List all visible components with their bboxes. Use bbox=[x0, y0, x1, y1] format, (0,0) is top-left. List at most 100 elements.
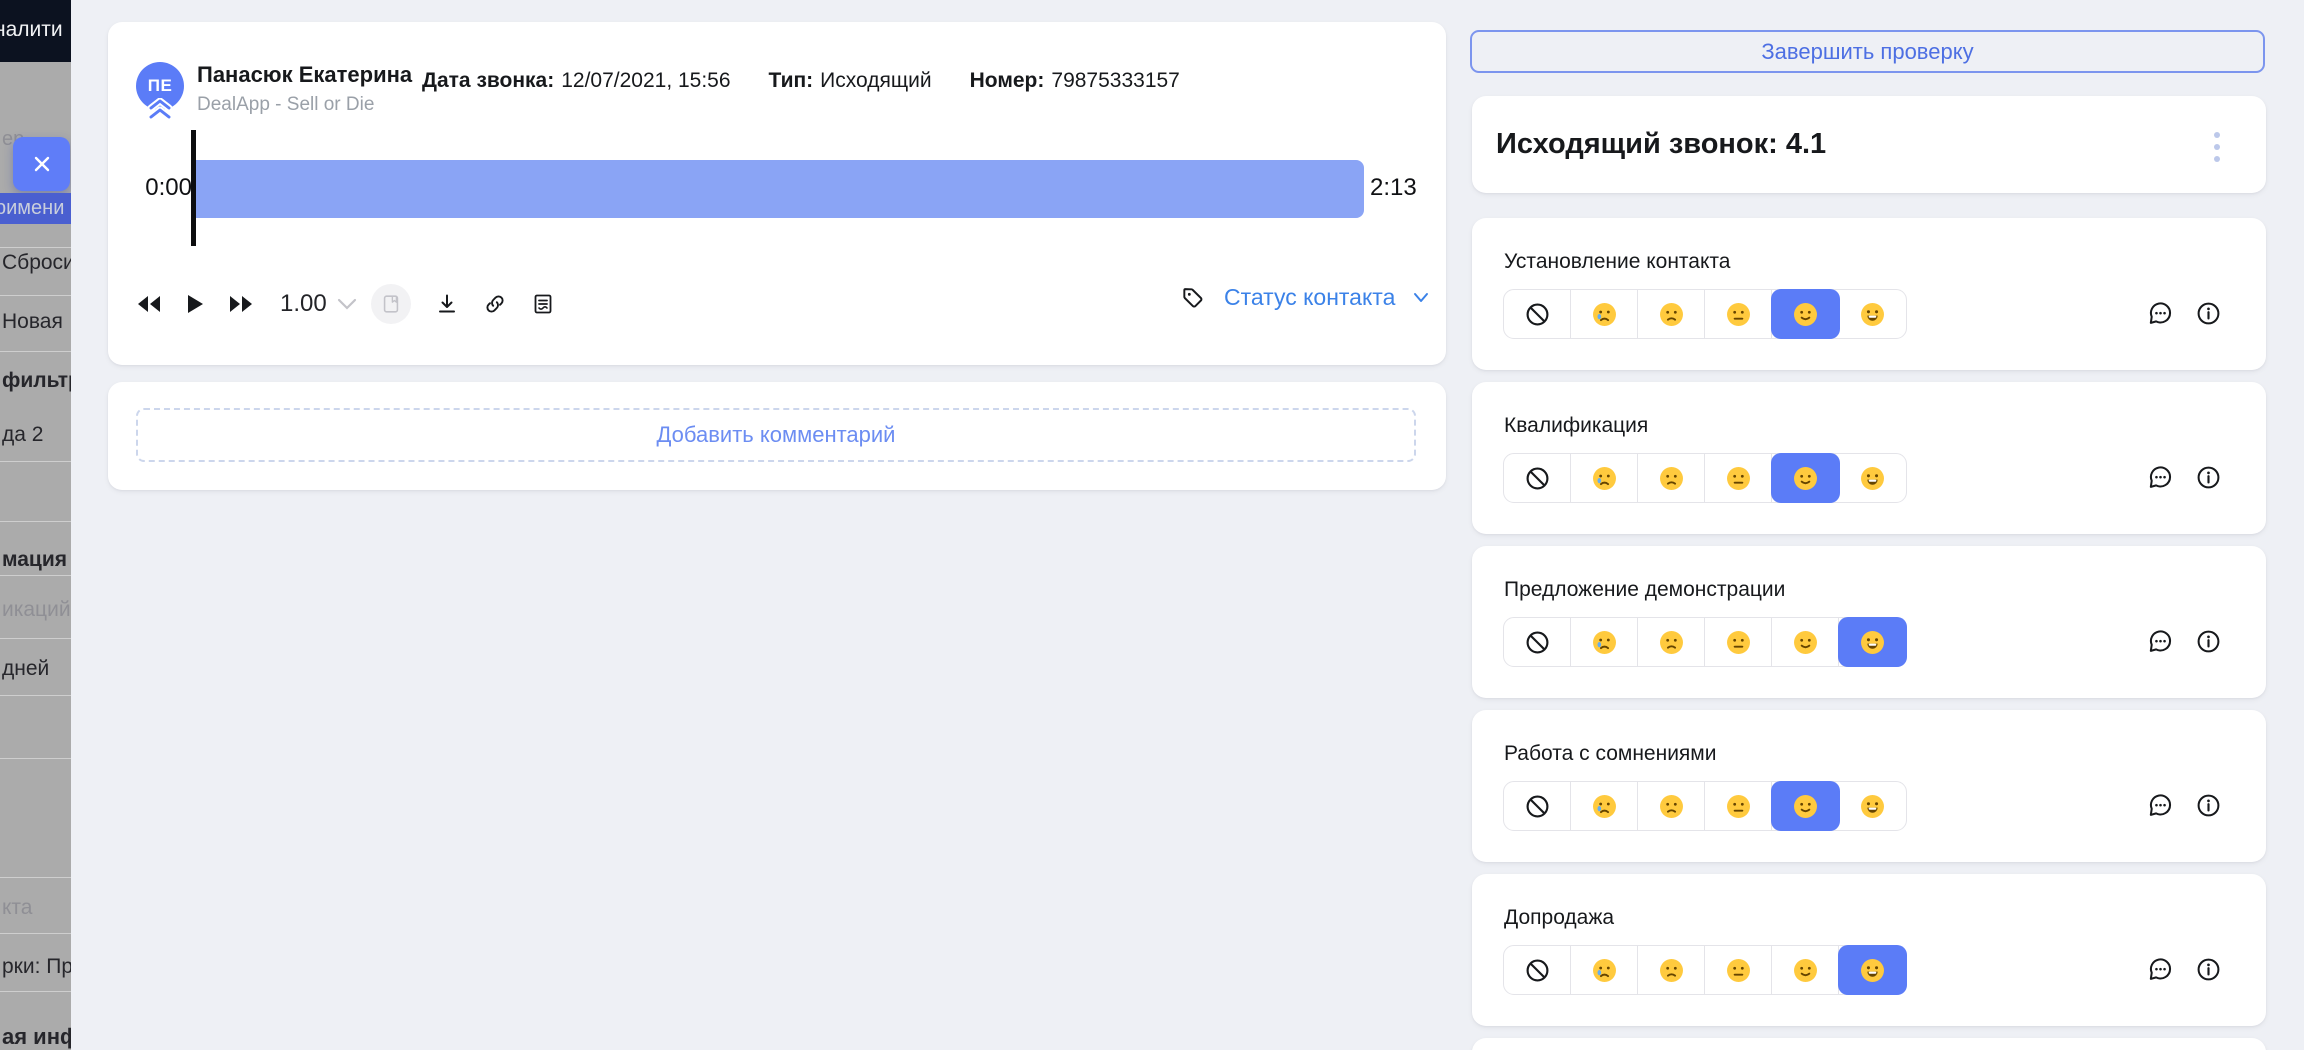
close-button[interactable] bbox=[13, 137, 70, 191]
sidebar-fragment: икаций bbox=[2, 598, 71, 621]
rating-option-3[interactable] bbox=[1705, 618, 1772, 666]
rating-option-skip[interactable] bbox=[1504, 290, 1571, 338]
comment-button[interactable] bbox=[2147, 628, 2174, 655]
rating-option-2[interactable] bbox=[1638, 290, 1705, 338]
rating-option-4[interactable] bbox=[1772, 618, 1839, 666]
play-button[interactable] bbox=[186, 294, 204, 314]
double-chevron-up-icon bbox=[147, 98, 173, 120]
copy-link-button[interactable] bbox=[483, 292, 507, 316]
rating-option-1[interactable] bbox=[1571, 618, 1638, 666]
rating-option-3[interactable] bbox=[1705, 290, 1772, 338]
frowning-face-icon bbox=[1659, 794, 1683, 818]
add-comment-button[interactable]: Добавить комментарий bbox=[136, 408, 1416, 462]
comment-bubble-icon bbox=[2149, 794, 2172, 816]
rating-option-skip[interactable] bbox=[1504, 782, 1571, 830]
avatar-initials: ПЕ bbox=[147, 76, 173, 95]
slightly-smiling-face-icon bbox=[1793, 958, 1817, 982]
download-icon bbox=[438, 294, 455, 313]
rating-option-2[interactable] bbox=[1638, 782, 1705, 830]
rating-option-3[interactable] bbox=[1705, 782, 1772, 830]
slightly-smiling-face-icon bbox=[1793, 794, 1817, 818]
criterion-title: Допродажа bbox=[1504, 906, 1615, 929]
criterion-actions bbox=[2147, 956, 2222, 983]
dot bbox=[2214, 144, 2220, 150]
prohibition-icon bbox=[1526, 795, 1548, 817]
rating-scale bbox=[1503, 289, 1907, 339]
info-button[interactable] bbox=[2195, 628, 2222, 655]
criterion-card: Установление контакта bbox=[1472, 218, 2266, 370]
comment-button[interactable] bbox=[2147, 300, 2174, 327]
neutral-face-icon bbox=[1726, 466, 1750, 490]
criterion-actions bbox=[2147, 464, 2222, 491]
finish-review-button[interactable]: Завершить проверку bbox=[1470, 30, 2265, 73]
contact-status-dropdown[interactable]: Статус контакта bbox=[1180, 284, 1429, 311]
bookmark-button[interactable] bbox=[370, 284, 411, 324]
sidebar-section-information: мация bbox=[2, 548, 68, 571]
prohibition-icon bbox=[1526, 467, 1548, 489]
rating-option-1[interactable] bbox=[1571, 454, 1638, 502]
rating-option-5[interactable] bbox=[1839, 946, 1906, 994]
rating-option-1[interactable] bbox=[1571, 782, 1638, 830]
contact-status-label: Статус контакта bbox=[1224, 284, 1396, 310]
apply-button[interactable]: римени bbox=[0, 193, 71, 224]
rating-option-1[interactable] bbox=[1571, 946, 1638, 994]
rating-option-4[interactable] bbox=[1772, 290, 1839, 338]
rating-option-4[interactable] bbox=[1772, 454, 1839, 502]
playback-speed-value[interactable]: 1.00 bbox=[280, 290, 327, 317]
rating-option-5[interactable] bbox=[1839, 618, 1906, 666]
player-controls: 1.00 bbox=[136, 282, 555, 326]
more-options-button[interactable] bbox=[2210, 128, 2224, 166]
comment-button[interactable] bbox=[2147, 792, 2174, 819]
rating-option-skip[interactable] bbox=[1504, 454, 1571, 502]
rating-option-5[interactable] bbox=[1839, 454, 1906, 502]
sidebar-fragment: дней bbox=[2, 657, 50, 680]
neutral-face-icon bbox=[1726, 630, 1750, 654]
rating-option-skip[interactable] bbox=[1504, 946, 1571, 994]
comment-button[interactable] bbox=[2147, 956, 2174, 983]
crying-face-icon bbox=[1592, 630, 1616, 654]
info-button[interactable] bbox=[2195, 956, 2222, 983]
call-player-card: ПЕ Панасюк Екатерина DealApp - Sell or D… bbox=[108, 22, 1446, 365]
info-button[interactable] bbox=[2195, 300, 2222, 327]
sidebar-header-fragment: налити bbox=[0, 18, 63, 41]
transcript-button[interactable] bbox=[531, 292, 555, 316]
rating-option-4[interactable] bbox=[1772, 946, 1839, 994]
rating-option-5[interactable] bbox=[1839, 782, 1906, 830]
sidebar-item-new[interactable]: Новая bbox=[2, 310, 63, 333]
criteria-list: Установление контакта bbox=[1472, 218, 2266, 1038]
info-button[interactable] bbox=[2195, 792, 2222, 819]
rating-option-4[interactable] bbox=[1772, 782, 1839, 830]
criterion-card: Предложение демонстрации bbox=[1472, 546, 2266, 698]
rating-option-2[interactable] bbox=[1638, 454, 1705, 502]
rating-option-2[interactable] bbox=[1638, 946, 1705, 994]
call-type: Тип: Исходящий bbox=[768, 69, 932, 92]
sidebar-dark-header: налити bbox=[0, 0, 71, 62]
rating-option-3[interactable] bbox=[1705, 946, 1772, 994]
comment-button[interactable] bbox=[2147, 464, 2174, 491]
rating-option-1[interactable] bbox=[1571, 290, 1638, 338]
waveform-seekbar[interactable] bbox=[196, 160, 1364, 218]
sidebar-item-reset[interactable]: Сбросит bbox=[2, 251, 71, 274]
sidebar-section-filter: фильтр bbox=[2, 369, 71, 392]
rating-scale bbox=[1503, 945, 1907, 995]
rewind-button[interactable] bbox=[136, 294, 162, 314]
info-icon bbox=[2197, 302, 2220, 325]
criterion-actions bbox=[2147, 792, 2222, 819]
rating-option-2[interactable] bbox=[1638, 618, 1705, 666]
rating-option-3[interactable] bbox=[1705, 454, 1772, 502]
info-button[interactable] bbox=[2195, 464, 2222, 491]
download-button[interactable] bbox=[435, 292, 459, 316]
link-icon bbox=[486, 295, 504, 313]
slightly-smiling-face-icon bbox=[1793, 302, 1817, 326]
frowning-face-icon bbox=[1659, 630, 1683, 654]
comment-bubble-icon bbox=[2149, 302, 2172, 324]
fast-forward-button[interactable] bbox=[228, 294, 254, 314]
crying-face-icon bbox=[1592, 794, 1616, 818]
rating-option-skip[interactable] bbox=[1504, 618, 1571, 666]
prohibition-icon bbox=[1526, 959, 1548, 981]
rating-option-5[interactable] bbox=[1839, 290, 1906, 338]
chevron-down-icon bbox=[1414, 293, 1429, 302]
chevron-down-icon[interactable] bbox=[337, 298, 357, 310]
sidebar-fragment: рки: Пр bbox=[2, 955, 71, 978]
